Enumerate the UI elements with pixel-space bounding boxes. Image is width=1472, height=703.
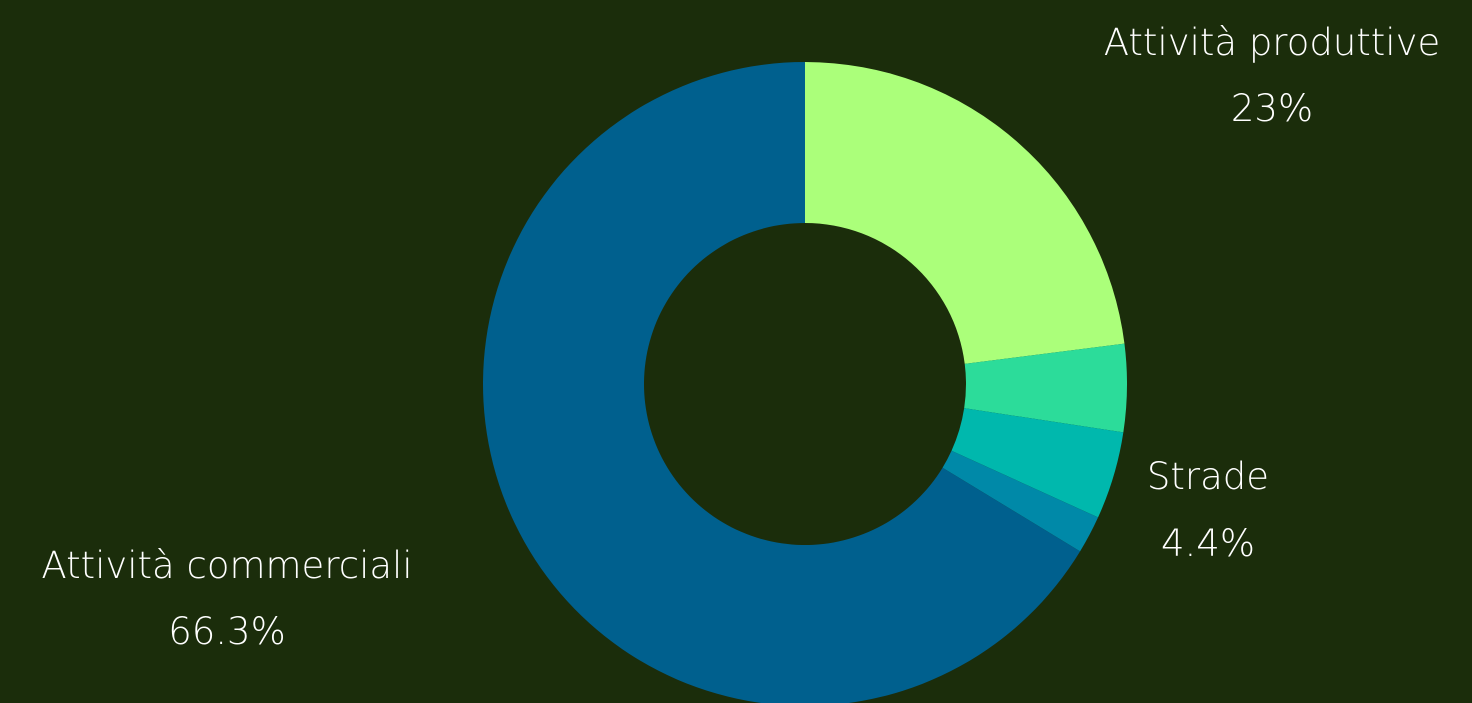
donut-slice-1 bbox=[964, 343, 1127, 433]
slice-label-strade-value: 4.4% bbox=[1161, 522, 1255, 565]
slice-label-strade: Strade 4.4% bbox=[1147, 455, 1269, 565]
slice-label-attivita-produttive-value: 23% bbox=[1231, 87, 1313, 130]
donut-slice-2 bbox=[951, 408, 1124, 518]
slice-label-attivita-commerciali: Attività commerciali 66.3% bbox=[41, 544, 412, 653]
slice-label-attivita-commerciali-name: Attività commerciali bbox=[41, 544, 412, 587]
donut-slice-3 bbox=[942, 450, 1099, 552]
donut-slice-4 bbox=[483, 62, 1081, 703]
slice-label-attivita-produttive-name: Attività produttive bbox=[1104, 21, 1441, 64]
donut-slice-0 bbox=[805, 62, 1125, 364]
slice-label-attivita-commerciali-value: 66.3% bbox=[168, 610, 286, 653]
slice-label-attivita-produttive: Attività produttive 23% bbox=[1104, 21, 1441, 130]
slice-label-strade-name: Strade bbox=[1147, 455, 1269, 498]
slices-layer bbox=[483, 62, 1127, 703]
